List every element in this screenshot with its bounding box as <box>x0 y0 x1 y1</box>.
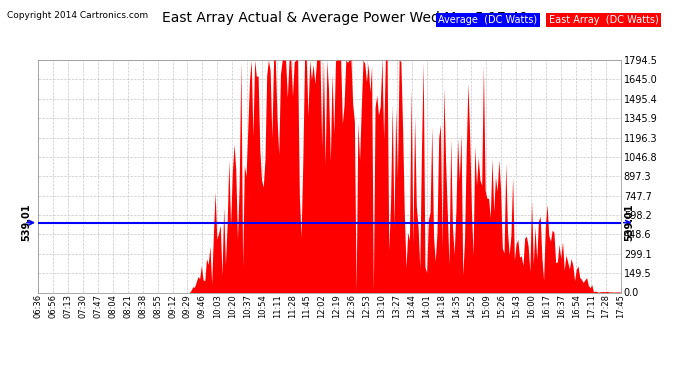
Text: Copyright 2014 Cartronics.com: Copyright 2014 Cartronics.com <box>7 11 148 20</box>
Text: 539.01: 539.01 <box>624 204 634 242</box>
Text: 539.01: 539.01 <box>21 204 31 242</box>
Text: East Array  (DC Watts): East Array (DC Watts) <box>549 15 658 25</box>
Text: East Array Actual & Average Power Wed Mar 5 17:49: East Array Actual & Average Power Wed Ma… <box>162 11 528 25</box>
Text: Average  (DC Watts): Average (DC Watts) <box>438 15 538 25</box>
